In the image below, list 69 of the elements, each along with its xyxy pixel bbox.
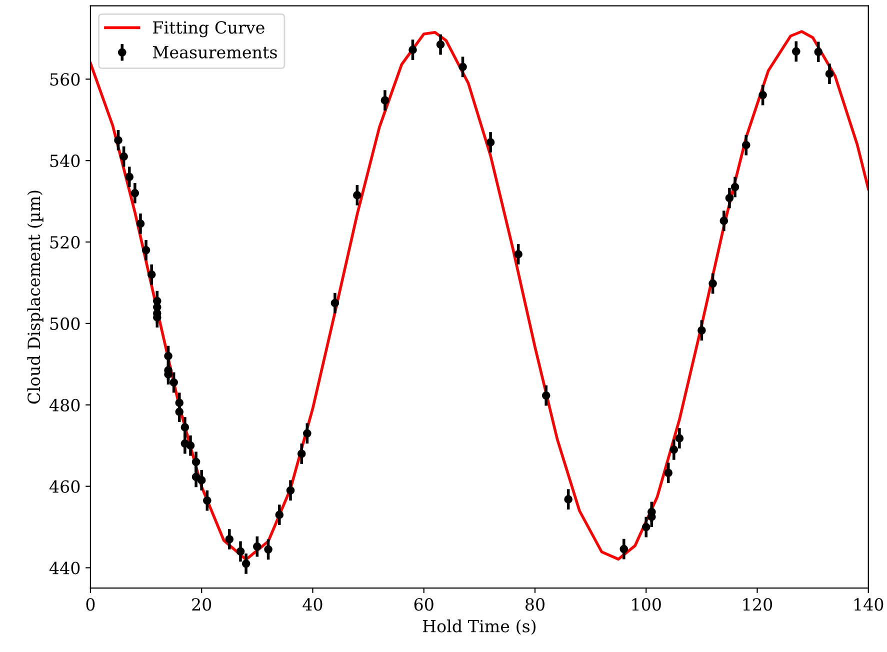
y-tick-label: 460 (49, 480, 80, 493)
point (275, 510, 284, 519)
y-axis-title: Cloud Displacement (µm) (27, 190, 44, 404)
y-tick-label: 520 (50, 236, 80, 249)
point (742, 140, 750, 150)
point (564, 495, 572, 504)
point (180, 423, 190, 432)
point (758, 90, 767, 100)
point (197, 476, 206, 484)
point (297, 450, 306, 458)
point (514, 250, 522, 258)
point (708, 279, 717, 288)
point (175, 398, 184, 408)
point (670, 446, 678, 454)
x-tick-label: 0 (86, 598, 95, 611)
point (192, 458, 200, 466)
point (170, 378, 178, 387)
point (486, 138, 495, 146)
point (202, 496, 212, 505)
point (458, 62, 467, 72)
x-axis-title: Hold Time (s) (422, 620, 536, 635)
point (114, 136, 122, 144)
point (620, 544, 628, 554)
point (720, 216, 728, 226)
point (136, 220, 145, 228)
point (380, 96, 390, 104)
point (242, 560, 250, 568)
point (264, 545, 272, 554)
point (120, 152, 128, 161)
point (236, 547, 245, 556)
point (675, 434, 684, 442)
point (186, 441, 195, 450)
point (814, 48, 823, 56)
point (825, 70, 834, 78)
point (225, 535, 234, 544)
y-tick-label: 500 (50, 317, 80, 330)
point (664, 468, 673, 478)
point (164, 352, 172, 360)
point (130, 188, 140, 198)
point (408, 46, 417, 54)
point (330, 298, 340, 308)
x-tick-label: 100 (632, 598, 661, 611)
y-tick-label: 540 (50, 154, 80, 168)
point (286, 486, 295, 495)
point (698, 326, 706, 335)
point (175, 408, 184, 416)
point (147, 270, 156, 279)
legend-label: Fitting Curve (153, 21, 264, 38)
point (253, 542, 262, 551)
x-tick-label: 140 (854, 598, 884, 611)
x-tick-label: 60 (414, 598, 434, 611)
point (730, 182, 740, 192)
y-tick-label: 440 (49, 562, 80, 574)
point (125, 172, 134, 182)
point (725, 194, 734, 202)
x-tick-label: 20 (192, 598, 212, 611)
y-tick-label: 560 (50, 73, 80, 86)
y-tick-label: 480 (49, 398, 80, 412)
x-tick-label: 120 (743, 598, 772, 611)
point (142, 246, 150, 254)
point (436, 40, 445, 49)
point (792, 47, 800, 56)
point (353, 191, 362, 200)
legend-label: Measurements (152, 46, 277, 58)
point (642, 522, 650, 532)
x-tick-label: 40 (302, 598, 322, 611)
point (303, 429, 312, 438)
x-tick-label: 80 (526, 598, 544, 611)
point (542, 391, 550, 400)
